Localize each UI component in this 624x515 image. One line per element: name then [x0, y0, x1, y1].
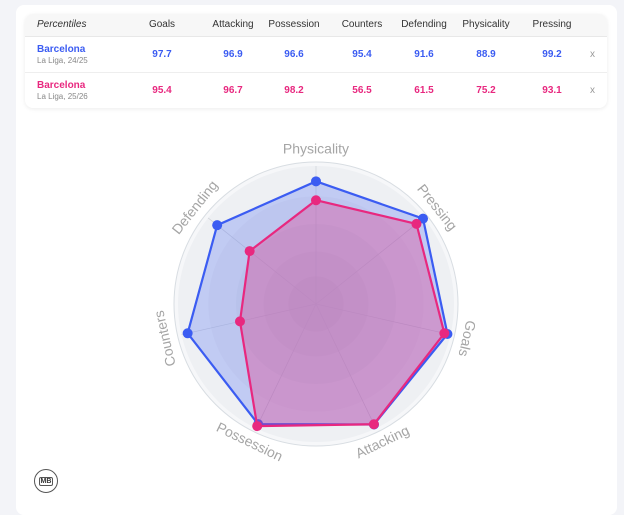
- data-point-possession: [252, 421, 262, 431]
- data-point-goals: [439, 328, 449, 338]
- axis-label-physicality: Physicality: [283, 141, 349, 157]
- logo-text: MB: [39, 477, 54, 486]
- data-point-attacking: [369, 419, 379, 429]
- logo: MB: [34, 469, 58, 493]
- data-point-defending: [212, 220, 222, 230]
- data-point-physicality: [311, 195, 321, 205]
- data-point-physicality: [311, 176, 321, 186]
- data-point-pressing: [411, 219, 421, 229]
- data-point-counters: [235, 316, 245, 326]
- data-point-counters: [183, 328, 193, 338]
- data-point-defending: [245, 246, 255, 256]
- axis-label-goals: Goals: [456, 319, 480, 358]
